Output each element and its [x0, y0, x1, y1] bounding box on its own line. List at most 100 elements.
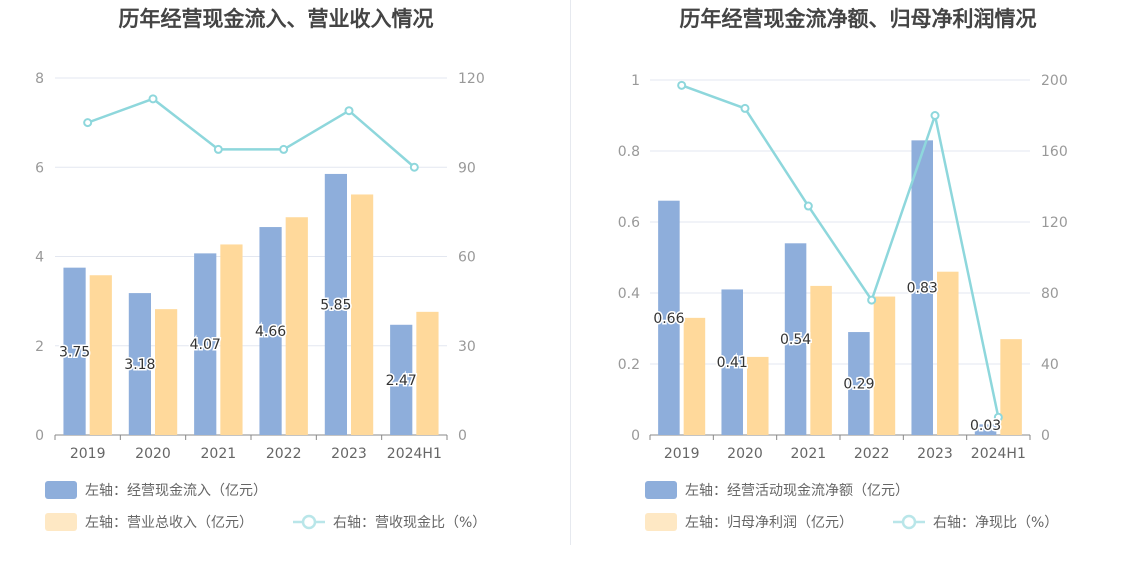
legend-swatch-marker: [301, 514, 317, 530]
bar-primary: [848, 332, 870, 435]
x-tick-label: 2023: [917, 446, 953, 462]
line-point: [740, 103, 750, 113]
bar-secondary: [873, 296, 896, 435]
legend-swatch-marker: [901, 514, 917, 530]
right-axis-tick-label: 0: [458, 428, 467, 444]
right-axis-tick-label: 200: [1041, 73, 1068, 89]
bar-secondary: [155, 309, 178, 435]
left-axis-tick-label: 4: [35, 250, 44, 266]
bar-data-label: 0.41: [717, 355, 748, 371]
left-axis-tick-label: 0.2: [618, 357, 640, 373]
right-axis-tick-label: 80: [1041, 286, 1059, 302]
legend-label: 左轴：经营现金流入（亿元）: [85, 483, 267, 499]
left-axis-tick-label: 0.8: [618, 144, 640, 160]
chart-title: 历年经营现金流净额、归母净利润情况: [680, 7, 1037, 31]
x-tick-label: 2024H1: [387, 446, 442, 462]
bar-primary: [63, 267, 86, 435]
bar-secondary: [683, 317, 706, 435]
right-axis-tick-label: 0: [1041, 428, 1050, 444]
chart-title: 历年经营现金流入、营业收入情况: [119, 7, 434, 31]
line-point: [867, 295, 877, 305]
legend: 左轴：经营活动现金流净额（亿元） 左轴：归母净利润（亿元） 右轴：净现比（%）: [645, 481, 1058, 531]
right-axis-tick-label: 120: [1041, 215, 1068, 231]
line-point: [279, 144, 289, 154]
bar-primary: [128, 293, 151, 435]
legend-label: 左轴：经营活动现金流净额（亿元）: [685, 483, 909, 499]
bar-primary: [194, 253, 217, 435]
x-tick-label: 2022: [266, 446, 302, 462]
bar-secondary: [937, 271, 959, 435]
bar-secondary: [1000, 339, 1022, 435]
bar-primary: [911, 140, 933, 435]
x-tick-label: 2022: [854, 446, 890, 462]
bar-data-label: 4.66: [255, 324, 286, 340]
legend-swatch-bar: [645, 481, 677, 499]
line-point: [344, 106, 354, 116]
bar-data-label: 3.18: [124, 357, 155, 373]
bar-primary: [390, 324, 413, 435]
x-tick-label: 2023: [331, 446, 367, 462]
bar-secondary: [351, 194, 374, 435]
right-axis-tick-label: 60: [458, 250, 476, 266]
legend-swatch-bar: [45, 481, 77, 499]
right-axis-tick-label: 40: [1041, 357, 1059, 373]
bar-data-label: 5.85: [320, 297, 351, 313]
right-axis-tick-label: 160: [1041, 144, 1068, 160]
left-axis-tick-label: 0: [35, 428, 44, 444]
x-tick-label: 2021: [791, 446, 827, 462]
left-axis-tick-label: 2: [35, 339, 44, 355]
line-point: [677, 80, 687, 90]
right-axis-tick-label: 120: [458, 71, 485, 87]
bar-secondary: [220, 244, 243, 435]
legend: 左轴：经营现金流入（亿元） 左轴：营业总收入（亿元） 右轴：营收现金比（%）: [45, 481, 486, 531]
bar-data-label: 0.54: [780, 332, 811, 348]
left-axis-tick-label: 0: [631, 428, 640, 444]
bar-secondary: [747, 356, 769, 435]
line-point: [409, 162, 419, 172]
bar-data-label: 0.29: [843, 377, 874, 393]
x-tick-label: 2020: [727, 446, 763, 462]
bar-primary: [324, 173, 347, 435]
line-point: [213, 144, 223, 154]
bar-data-label: 3.75: [59, 344, 90, 360]
x-tick-label: 2021: [201, 446, 237, 462]
x-tick-label: 2024H1: [971, 446, 1026, 462]
legend-swatch-bar: [645, 513, 677, 531]
bar-data-label: 0.03: [970, 418, 1001, 434]
line-series: [87, 97, 416, 169]
bar-data-label: 4.07: [190, 337, 221, 353]
bar-secondary: [89, 275, 112, 435]
bar-data-label: 2.47: [386, 373, 417, 389]
chart-2: 历年经营现金流净额、归母净利润情况 0 0 0.2 40 0.4 80 0.6 120 0.8 16…: [618, 7, 1068, 531]
line-point: [930, 111, 940, 120]
right-axis-tick-label: 30: [458, 339, 476, 355]
left-axis-tick-label: 8: [35, 71, 44, 87]
bar-primary: [658, 200, 680, 435]
bar-secondary: [416, 311, 439, 435]
line-point: [803, 201, 813, 211]
bar-primary: [721, 289, 743, 435]
bar-data-label: 0.66: [653, 311, 684, 327]
bar-data-label: 0.83: [907, 281, 938, 297]
bar-primary: [259, 227, 282, 435]
bar-primary: [974, 424, 997, 435]
legend-label: 左轴：营业总收入（亿元）: [85, 515, 253, 531]
line-point: [83, 118, 93, 128]
left-axis-tick-label: 1: [631, 73, 640, 89]
bar-secondary: [285, 217, 308, 435]
legend-label: 左轴：归母净利润（亿元）: [685, 514, 853, 531]
x-tick-label: 2019: [70, 446, 106, 462]
legend-label: 右轴：净现比（%）: [933, 515, 1058, 531]
chart-1: 历年经营现金流入、营业收入情况 0 0 2 30 4 60 6 90 8 120 2019 2020 20…: [35, 7, 486, 531]
line-point: [148, 94, 158, 104]
bar-secondary: [810, 285, 832, 435]
left-axis-tick-label: 0.6: [618, 215, 640, 231]
legend-label: 右轴：营收现金比（%）: [333, 515, 486, 531]
line-series: [681, 84, 1000, 418]
x-tick-label: 2019: [664, 446, 700, 462]
line-point: [993, 412, 1003, 422]
right-axis-tick-label: 90: [458, 160, 476, 176]
bar-primary: [784, 243, 807, 435]
left-axis-tick-label: 6: [35, 160, 44, 176]
